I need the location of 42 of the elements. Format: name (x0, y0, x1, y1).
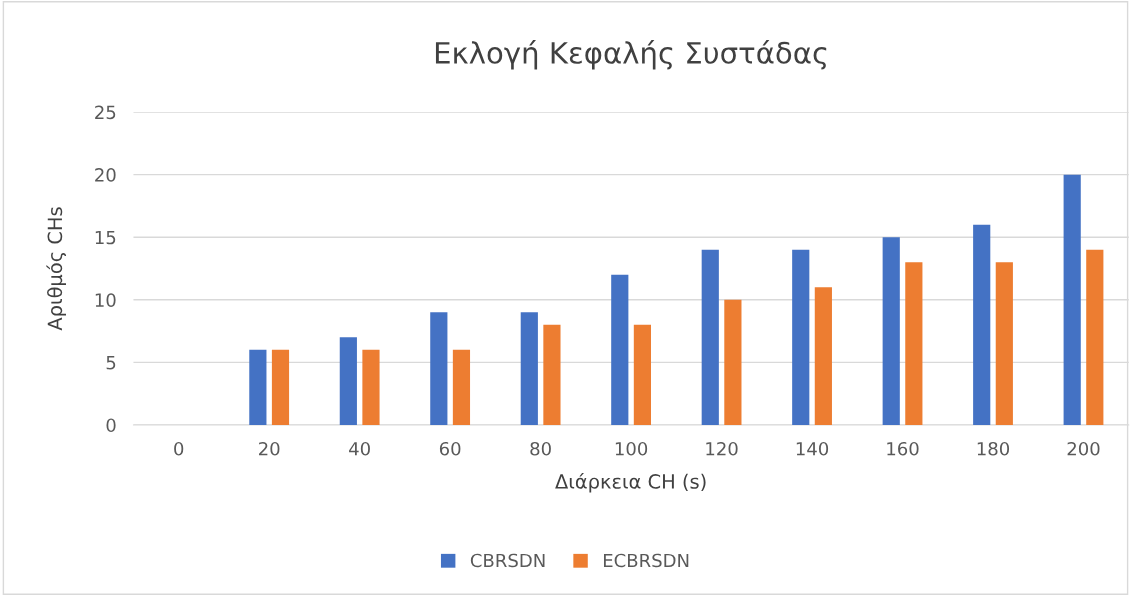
x-tick-label: 40 (349, 441, 370, 456)
x-tick-label: 180 (977, 441, 1010, 456)
bar (995, 262, 1013, 425)
y-tick-label: 5 (106, 356, 116, 370)
bar (814, 287, 832, 425)
x-tick-label: 80 (530, 441, 551, 456)
bar (882, 237, 900, 425)
legend-label: CBRSDN (470, 553, 545, 568)
bar (249, 349, 267, 425)
bar (701, 249, 719, 425)
y-tick-label: 20 (95, 168, 116, 182)
bar (1086, 249, 1104, 425)
bar (973, 224, 991, 425)
x-tick-label: 100 (615, 441, 648, 456)
y-tick-label: 25 (95, 105, 116, 120)
x-tick-label: 60 (439, 441, 461, 456)
bar (792, 249, 810, 425)
legend-label: ECBRSDN (604, 553, 689, 568)
x-tick-label: 0 (174, 441, 184, 456)
bar (430, 312, 448, 425)
y-axis-title: Αριθμός CHs (46, 207, 67, 331)
bar (362, 349, 380, 425)
y-tick-label: 10 (95, 293, 116, 307)
bar (543, 324, 561, 425)
bar (633, 324, 651, 425)
x-tick-label: 140 (796, 441, 829, 456)
bar (452, 349, 471, 425)
chart-title: Εκλογή Κεφαλής Συστάδας (435, 40, 827, 70)
x-tick-label: 160 (887, 441, 919, 456)
x-tick-label: 200 (1067, 441, 1100, 456)
bar (611, 274, 629, 425)
bar (905, 262, 923, 425)
bar (520, 312, 538, 425)
y-tick-label: 0 (106, 418, 116, 433)
x-tick-label: 120 (706, 441, 738, 456)
bar (271, 349, 290, 425)
x-tick-label: 20 (259, 441, 280, 456)
bar (724, 299, 742, 425)
y-tick-label: 15 (95, 230, 116, 245)
x-axis-title: Διάρκεια CH (s) (555, 472, 706, 493)
bar (339, 337, 357, 425)
bar (1063, 174, 1081, 425)
